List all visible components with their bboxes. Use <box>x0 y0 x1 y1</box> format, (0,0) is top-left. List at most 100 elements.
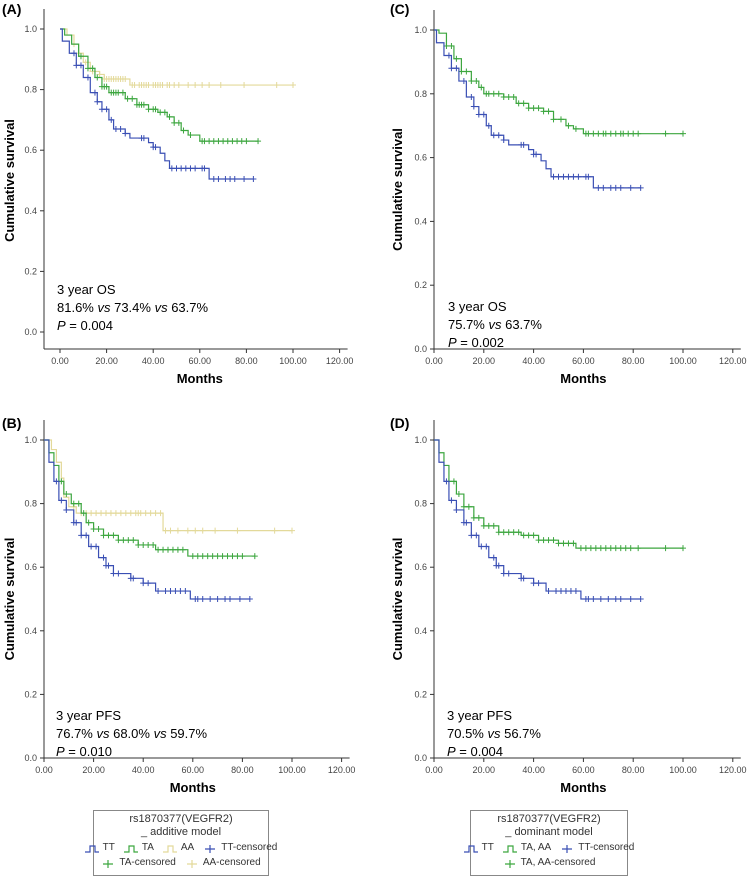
censor-mark <box>58 497 65 504</box>
legend-subtitle: _ dominant model <box>505 826 593 838</box>
step-line-icon <box>84 844 99 853</box>
censor-mark <box>89 65 96 72</box>
legend-item-ta-aa-censored: TA, AA-censored <box>503 856 596 869</box>
censor-mark <box>590 596 597 602</box>
x-tick-label: 0.00 <box>51 356 69 366</box>
censor-mark <box>161 109 168 116</box>
censor-mark <box>443 478 450 485</box>
panel-D: (D) 0.0 0.2 0.4 0.6 0.8 1.0 0.00 20.00 40.00 60.00… <box>390 415 747 795</box>
legend-subtitle: _ additive model <box>140 826 222 838</box>
legend-label: TA, AA-censored <box>520 857 596 868</box>
censor-mark <box>115 570 122 577</box>
censor-mark <box>627 545 634 552</box>
censor-mark <box>217 82 224 89</box>
survival-curve-tt <box>60 28 254 180</box>
censor-mark <box>83 532 90 539</box>
censor-mark <box>455 491 462 498</box>
legend-label: AA-censored <box>202 857 261 868</box>
x-tick-label: 40.00 <box>142 356 165 366</box>
y-tick-label: 1.0 <box>414 435 427 445</box>
censor-mark <box>100 554 107 561</box>
censor-mark <box>251 553 258 560</box>
censor-mark <box>570 540 577 547</box>
censor-mark <box>500 137 507 144</box>
censor-mark <box>475 514 482 521</box>
censor-mark <box>91 89 98 96</box>
plus-icon <box>101 859 115 868</box>
x-axis-label: Months <box>177 371 223 386</box>
legend-dominant: rs1870377(VEGFR2) _ dominant model TT TA… <box>463 810 634 876</box>
y-axis-label: Cumulative survival <box>2 538 17 661</box>
censor-mark <box>448 42 455 49</box>
censor-mark <box>130 537 137 544</box>
annotation-line: 3 year PFS <box>447 708 512 723</box>
y-tick-label: 0.0 <box>24 327 37 337</box>
censor-mark <box>236 596 243 602</box>
censor-mark <box>145 580 152 587</box>
censor-mark <box>535 105 542 112</box>
legend-label: TA, AA <box>520 842 552 853</box>
censor-mark <box>140 101 147 108</box>
legend-additive: rs1870377(VEGFR2) _ additive model TT TA… <box>84 810 277 876</box>
censor-mark <box>103 83 110 90</box>
censor-mark <box>490 554 497 561</box>
y-tick-label: 0.0 <box>414 344 427 354</box>
censor-mark <box>473 78 480 85</box>
plus-icon <box>203 844 217 853</box>
legend-item-aa: AA <box>162 841 194 854</box>
y-tick-label: 1.0 <box>24 435 37 445</box>
censor-mark <box>617 184 624 191</box>
step-line-icon <box>123 844 138 853</box>
y-tick-label: 0.4 <box>24 626 37 636</box>
x-tick-label: 120.00 <box>326 356 354 366</box>
censor-mark <box>108 116 115 123</box>
censor-mark <box>243 138 250 145</box>
panel-label: (B) <box>2 415 21 431</box>
x-tick-label: 20.00 <box>473 765 496 775</box>
x-tick-label: 80.00 <box>231 765 254 775</box>
censor-mark <box>505 570 512 577</box>
panel-C: (C) 0.0 0.2 0.4 0.6 0.8 1.0 0.00 20.00 40.00 60.00… <box>390 1 747 386</box>
censor-mark <box>215 175 222 182</box>
censor-mark <box>473 532 480 539</box>
censor-mark <box>201 165 208 172</box>
y-tick-label: 0.2 <box>24 266 37 276</box>
censor-mark <box>530 532 537 539</box>
censor-mark <box>94 74 101 81</box>
y-tick-label: 0.8 <box>414 89 427 99</box>
censor-mark <box>175 119 182 126</box>
censor-mark <box>234 527 241 534</box>
x-tick-label: 20.00 <box>82 765 105 775</box>
censor-mark <box>545 588 552 595</box>
legend-item-tt: TT <box>463 841 494 854</box>
censor-mark <box>627 184 634 191</box>
censor-mark <box>597 596 604 602</box>
annotation-line: 75.7% vs 63.7% <box>448 317 542 332</box>
annotation-line: P = 0.002 <box>448 335 504 350</box>
censor-mark <box>490 522 497 529</box>
legend-title: rs1870377(VEGFR2) <box>129 813 233 825</box>
x-tick-label: 20.00 <box>473 356 496 366</box>
censor-mark <box>192 165 199 172</box>
y-tick-label: 0.8 <box>24 499 37 509</box>
annotation-line: 70.5% vs 56.7% <box>447 726 541 741</box>
x-axis-label: Months <box>560 371 606 386</box>
censor-mark <box>520 100 527 107</box>
x-tick-label: 40.00 <box>522 765 545 775</box>
censor-mark <box>485 122 492 129</box>
censor-mark <box>241 82 248 89</box>
y-tick-label: 0.2 <box>24 689 37 699</box>
annotation-line: 3 year PFS <box>56 708 121 723</box>
y-tick-label: 0.8 <box>24 85 37 95</box>
censor-mark <box>77 53 84 60</box>
y-tick-label: 0.8 <box>414 499 427 509</box>
panel-B: (B) 0.0 0.2 0.4 0.6 0.8 1.0 0.00 20.00 40.00 60.00… <box>2 415 355 795</box>
panel-A: (A) 0.0 0.2 0.4 0.6 0.8 1.0 0.00 20.00 40.00 60.00… <box>2 1 353 386</box>
y-tick-label: 0.2 <box>414 689 427 699</box>
censor-mark <box>250 175 257 182</box>
censor-mark <box>174 527 181 534</box>
censor-mark <box>585 173 592 180</box>
x-tick-label: 60.00 <box>189 356 212 366</box>
censor-mark <box>637 596 644 602</box>
